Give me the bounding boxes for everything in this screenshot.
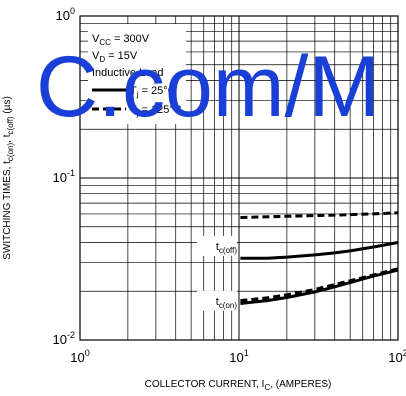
curve-annotations: tc(off) tc(on) (197, 235, 238, 311)
annotation-background (197, 235, 237, 256)
legend-condition: VCC = 300V (92, 33, 150, 47)
grid (80, 16, 398, 340)
tick-labels: 100 101 102 100 10-1 10-2 (53, 6, 406, 365)
legend-entry-label: Tj = 125°C (130, 104, 182, 118)
x-tick-label: 101 (229, 348, 248, 365)
plot-frame (79, 15, 399, 341)
y-tick-label: 100 (56, 6, 75, 23)
y-tick-label: 10-2 (53, 330, 75, 347)
series-line-dashed (240, 267, 399, 303)
x-tick-label: 102 (388, 348, 406, 365)
x-axis-label: COLLECTOR CURRENT, IC, (AMPERES) (145, 379, 332, 392)
legend-condition: VD = 15V (92, 50, 138, 64)
series-line-dashed (240, 211, 399, 219)
legend-background (88, 24, 186, 124)
legend: VCC = 300V VD = 15V Inductive Load Tj = 25°… (88, 24, 186, 124)
legend-condition: Inductive Load (92, 67, 164, 79)
curve-label: tc(on) (216, 296, 238, 310)
watermark-text: C.com/M (36, 39, 380, 135)
y-axis-label: SWITCHING TIMES, tc(on), tc(off) (µs) (2, 96, 15, 260)
annotation-background (197, 290, 237, 311)
legend-entry-label: Tj = 25°C (130, 85, 176, 99)
series-layer (240, 211, 399, 305)
plot-border (79, 15, 399, 341)
series-line-solid (240, 241, 399, 260)
y-tick-label: 10-1 (53, 168, 75, 185)
x-tick-label: 100 (70, 348, 89, 365)
series-line-solid (240, 268, 399, 305)
curve-label: tc(off) (216, 241, 237, 255)
